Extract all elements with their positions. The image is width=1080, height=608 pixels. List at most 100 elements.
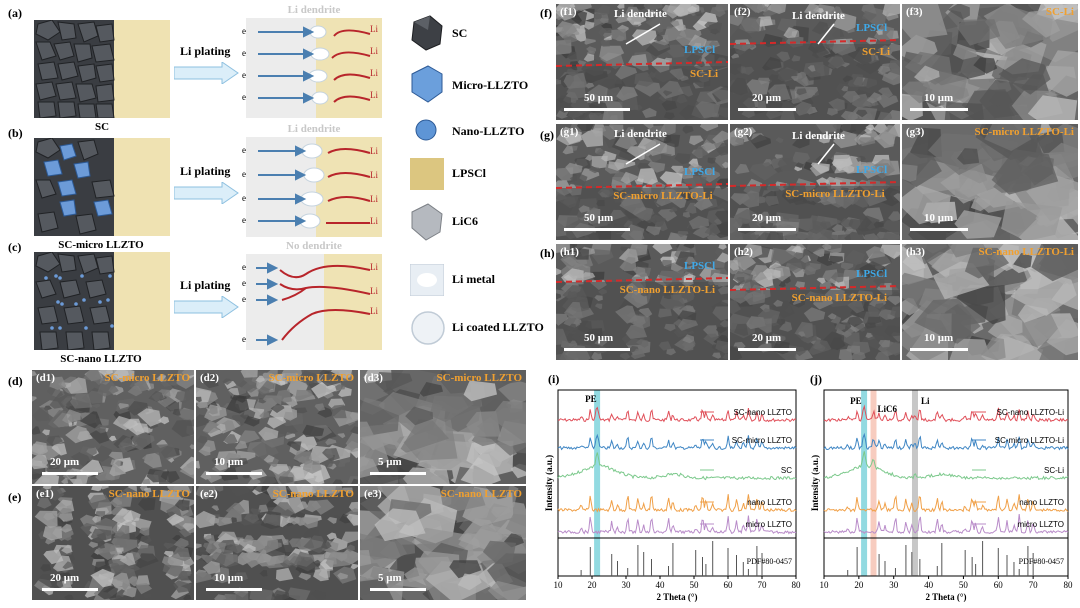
electron-label-a1: e	[242, 26, 246, 36]
plot-frame-1	[823, 389, 1069, 577]
electrode-label-f1: SC-Li	[690, 68, 719, 80]
series-label-1-0: SC-nano LLZTO-Li	[997, 408, 1065, 417]
dendrite-arrow-f2	[817, 23, 835, 45]
annotation-1-0: PE	[850, 396, 862, 406]
liplus-label-c1: Li	[370, 262, 378, 272]
series-label-1-1: SC-micro LLZTO-Li	[995, 436, 1064, 445]
sem-image-f1: LPSCl SC-Li Li dendrite (f1) 50 μm	[556, 4, 728, 120]
legend-nano-llzto: Nano-LLZTO	[452, 124, 525, 138]
legend-lpscl: LPSCl	[452, 166, 487, 180]
xtick-label-1-5: 60	[994, 580, 1004, 590]
liplus-label-b2: Li	[370, 170, 378, 180]
legend-micro-llzto-icon	[411, 65, 443, 103]
scale-label-f2: 20 μm	[752, 92, 782, 104]
electrode-label-g2: SC-micro LLZTO-Li	[785, 188, 885, 200]
caption-sc: SC	[94, 121, 110, 133]
electron-label-b1: e	[242, 145, 246, 155]
scale-bar-d1	[42, 472, 98, 475]
panel-label-a: (a)	[8, 6, 22, 20]
scale-bar-g3	[910, 228, 968, 231]
y-axis-label-0: Intensity (a.u.)	[544, 455, 554, 511]
xtick-label-0-5: 60	[724, 580, 734, 590]
sem-texture-d3	[360, 370, 526, 484]
sem-title-d2: SC-micro LLZTO	[268, 372, 354, 384]
sem-texture-f3	[902, 4, 1078, 120]
series-line-0-0	[557, 406, 797, 423]
lpscl-label-g1: LPSCl	[684, 166, 716, 178]
panel-label-i: (i)	[548, 372, 560, 386]
sem-tag-d2: (d2)	[200, 372, 219, 384]
electron-label-a4: e	[242, 92, 246, 102]
panel-label-b: (b)	[8, 126, 23, 140]
scale-bar-f1	[564, 108, 630, 111]
sem-tag-d3: (d3)	[364, 372, 383, 384]
scale-label-d3: 5 μm	[378, 456, 402, 468]
annotation-1-2: Li	[921, 396, 930, 406]
liplus-label-a1: Li	[370, 24, 378, 34]
xtick-label-0-7: 80	[792, 580, 802, 590]
series-line-0-1	[557, 433, 797, 451]
electron-label-b4: e	[242, 215, 246, 225]
sem-texture-d1	[32, 370, 194, 484]
scale-bar-d2	[206, 472, 262, 475]
annotation-1-1: LiC6	[877, 404, 897, 414]
sem-image-h1: LPSCl SC-nano LLZTO-Li (h1) 50 μm	[556, 244, 728, 360]
liplus-label-c3: Li	[370, 306, 378, 316]
panel-label-d: (d)	[8, 374, 23, 388]
sem-tag-f2: (f2)	[734, 6, 751, 18]
sem-image-d3: (d3) SC-micro LLZTO 5 μm	[360, 370, 526, 484]
liplus-label-a3: Li	[370, 68, 378, 78]
scale-bar-f2	[738, 108, 796, 111]
xtick-label-0-0: 10	[554, 580, 564, 590]
legend-sc-icon	[411, 15, 443, 51]
dendrite-label-f2: Li dendrite	[792, 10, 845, 22]
panel-label-f: (f)	[540, 6, 552, 20]
sem-tag-h3: (h3)	[906, 246, 925, 258]
caption-sc-micro: SC-micro LLZTO	[58, 239, 144, 251]
electron-label-c1: e	[242, 262, 246, 272]
panel-label-e: (e)	[8, 490, 22, 504]
legend-li-coated-icon	[411, 311, 445, 345]
sem-texture-f1	[556, 4, 728, 120]
scale-bar-g2	[738, 228, 796, 231]
series-line-0-2	[557, 452, 797, 481]
dendrite-arrow-g1	[625, 143, 661, 165]
plot-frame-0	[557, 389, 797, 577]
scale-bar-f3	[910, 108, 968, 111]
sem-title-e3: SC-nano LLZTO	[440, 488, 522, 500]
sem-image-h2: LPSCl SC-nano LLZTO-Li (h2) 20 μm	[730, 244, 900, 360]
xtick-label-1-4: 50	[959, 580, 969, 590]
sc-micro-electrode-b	[34, 138, 170, 236]
sem-title-e2: SC-nano LLZTO	[272, 488, 354, 500]
series-label-1-4: micro LLZTO	[1017, 520, 1064, 529]
interface-diagram-c	[246, 254, 382, 350]
scale-bar-e1	[42, 588, 98, 591]
sem-tag-g3: (g3)	[906, 126, 925, 138]
electrode-label-h1: SC-nano LLZTO-Li	[619, 284, 716, 296]
reference-label-1: PDF#80-0457	[1019, 557, 1064, 566]
scale-label-d2: 10 μm	[214, 456, 244, 468]
scale-label-h1: 50 μm	[584, 332, 614, 344]
dendrite-label-g2: Li dendrite	[792, 130, 845, 142]
xtick-label-1-2: 30	[889, 580, 899, 590]
scale-bar-d3	[370, 472, 426, 475]
interface-diagram-a	[246, 18, 382, 118]
scale-label-e1: 20 μm	[50, 572, 80, 584]
sem-image-f3: SC-Li (f3) 10 μm	[902, 4, 1078, 120]
interface-line-f1	[556, 61, 728, 67]
highlight-band-1-0	[861, 390, 868, 576]
reference-label-0: PDF#80-0457	[747, 557, 792, 566]
sem-title-e1: SC-nano LLZTO	[108, 488, 190, 500]
electron-label-a3: e	[242, 70, 246, 80]
electron-label-a2: e	[242, 48, 246, 58]
interface-line-g2	[730, 181, 900, 187]
electrode-label-g1: SC-micro LLZTO-Li	[613, 190, 713, 202]
sem-texture-g3	[902, 124, 1078, 240]
panel-label-c: (c)	[8, 240, 22, 254]
xrd-chart-j: SC-nano LLZTO-Li SC-micro LLZTO-Li SC-Li na…	[810, 389, 1073, 602]
legend-li-coated: Li coated LLZTO	[452, 320, 544, 334]
electron-label-c2: e	[242, 278, 246, 288]
dendrite-arrow-f1	[625, 23, 661, 45]
scale-bar-e2	[206, 588, 262, 591]
series-label-0-4: micro LLZTO	[745, 520, 792, 529]
